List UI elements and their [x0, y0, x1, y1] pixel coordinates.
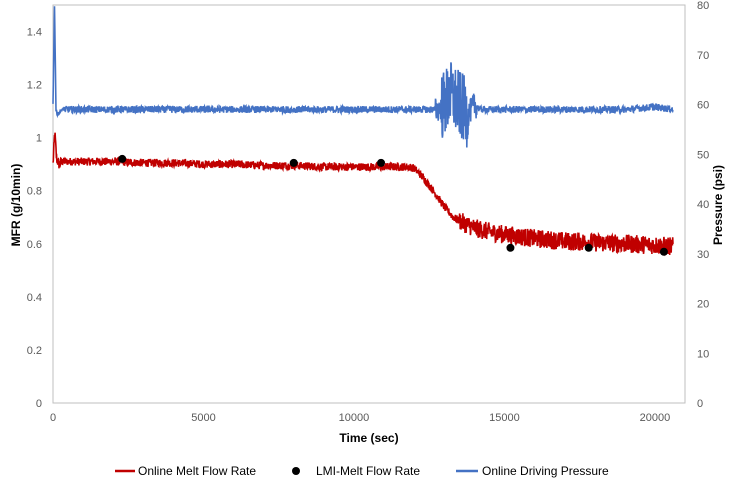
x-tick-label: 15000	[489, 412, 520, 424]
lmi-mfr-point	[289, 158, 298, 167]
plot-area	[52, 4, 686, 404]
lmi-mfr-point	[377, 158, 386, 167]
y-tick-label: 1	[36, 133, 42, 145]
lmi-mfr-point	[584, 243, 593, 252]
y-tick-label: 0.2	[27, 345, 42, 357]
y-tick-label: 1.2	[27, 80, 42, 92]
y-axis-title: MFR (g/10min)	[9, 164, 23, 247]
y2-tick-label: 40	[697, 199, 709, 211]
x-tick-label: 5000	[191, 412, 215, 424]
legend-swatch-lmi-mfr	[292, 467, 300, 475]
tick-labels: 0 0.2 0.4 0.6 0.8 1 1.2 1.4 0 10 20 30 40 50 60 70 80 0 50…	[27, 0, 710, 424]
lmi-mfr-point	[506, 243, 515, 252]
legend-label-lmi-mfr: LMI-Melt Flow Rate	[316, 464, 420, 478]
series-layer	[52, 6, 674, 257]
y2-tick-label: 50	[697, 149, 709, 161]
online-mfr-line	[52, 132, 674, 257]
x-tick-label: 10000	[339, 412, 370, 424]
y2-tick-label: 70	[697, 50, 709, 62]
legend-label-driving-pressure: Online Driving Pressure	[482, 464, 609, 478]
y-tick-label: 0.6	[27, 239, 42, 251]
x-axis-title: Time (sec)	[339, 431, 398, 445]
y2-tick-label: 60	[697, 100, 709, 112]
y-tick-label: 0.8	[27, 186, 42, 198]
y2-tick-label: 10	[697, 348, 709, 360]
legend: Online Melt Flow Rate LMI-Melt Flow Rate…	[115, 464, 609, 478]
lmi-mfr-point	[118, 154, 127, 163]
y-tick-label: 0	[36, 398, 42, 410]
lmi-mfr-point	[659, 247, 668, 256]
legend-label-online-mfr: Online Melt Flow Rate	[138, 464, 256, 478]
y2-axis-title: Pressure (psi)	[711, 165, 725, 245]
x-tick-label: 0	[50, 412, 56, 424]
y2-tick-label: 20	[697, 299, 709, 311]
y2-tick-label: 80	[697, 0, 709, 12]
y-tick-label: 0.4	[27, 292, 42, 304]
y-tick-label: 1.4	[27, 27, 42, 39]
x-tick-label: 20000	[640, 412, 671, 424]
y2-tick-label: 0	[697, 398, 703, 410]
plot-border	[52, 4, 686, 404]
y2-tick-label: 30	[697, 249, 709, 261]
driving-pressure-line	[52, 6, 674, 148]
